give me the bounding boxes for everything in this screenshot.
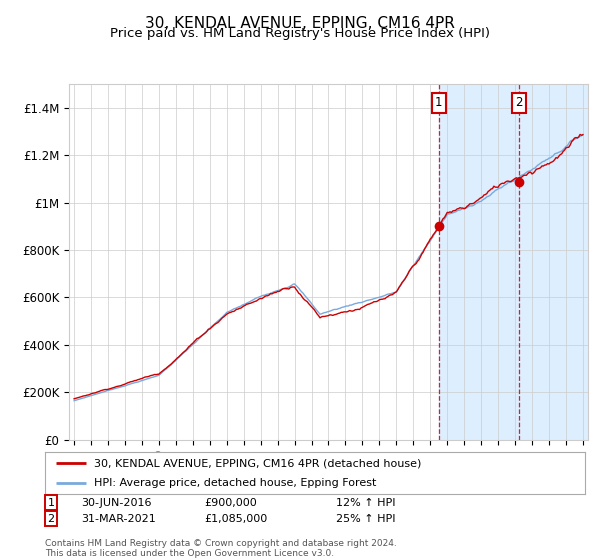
Text: 30, KENDAL AVENUE, EPPING, CM16 4PR: 30, KENDAL AVENUE, EPPING, CM16 4PR [145, 16, 455, 31]
Text: £900,000: £900,000 [204, 498, 257, 508]
Text: 12% ↑ HPI: 12% ↑ HPI [336, 498, 395, 508]
Text: 25% ↑ HPI: 25% ↑ HPI [336, 514, 395, 524]
Text: 30, KENDAL AVENUE, EPPING, CM16 4PR (detached house): 30, KENDAL AVENUE, EPPING, CM16 4PR (det… [94, 458, 421, 468]
Text: 2: 2 [515, 96, 523, 109]
Text: Contains HM Land Registry data © Crown copyright and database right 2024.
This d: Contains HM Land Registry data © Crown c… [45, 539, 397, 558]
Text: 2: 2 [47, 514, 55, 524]
Text: £1,085,000: £1,085,000 [204, 514, 267, 524]
Text: Price paid vs. HM Land Registry's House Price Index (HPI): Price paid vs. HM Land Registry's House … [110, 27, 490, 40]
Text: HPI: Average price, detached house, Epping Forest: HPI: Average price, detached house, Eppi… [94, 478, 376, 488]
Text: 30-JUN-2016: 30-JUN-2016 [81, 498, 151, 508]
Text: 1: 1 [435, 96, 442, 109]
Text: 1: 1 [47, 498, 55, 508]
Bar [439, 84, 600, 440]
Text: 31-MAR-2021: 31-MAR-2021 [81, 514, 156, 524]
